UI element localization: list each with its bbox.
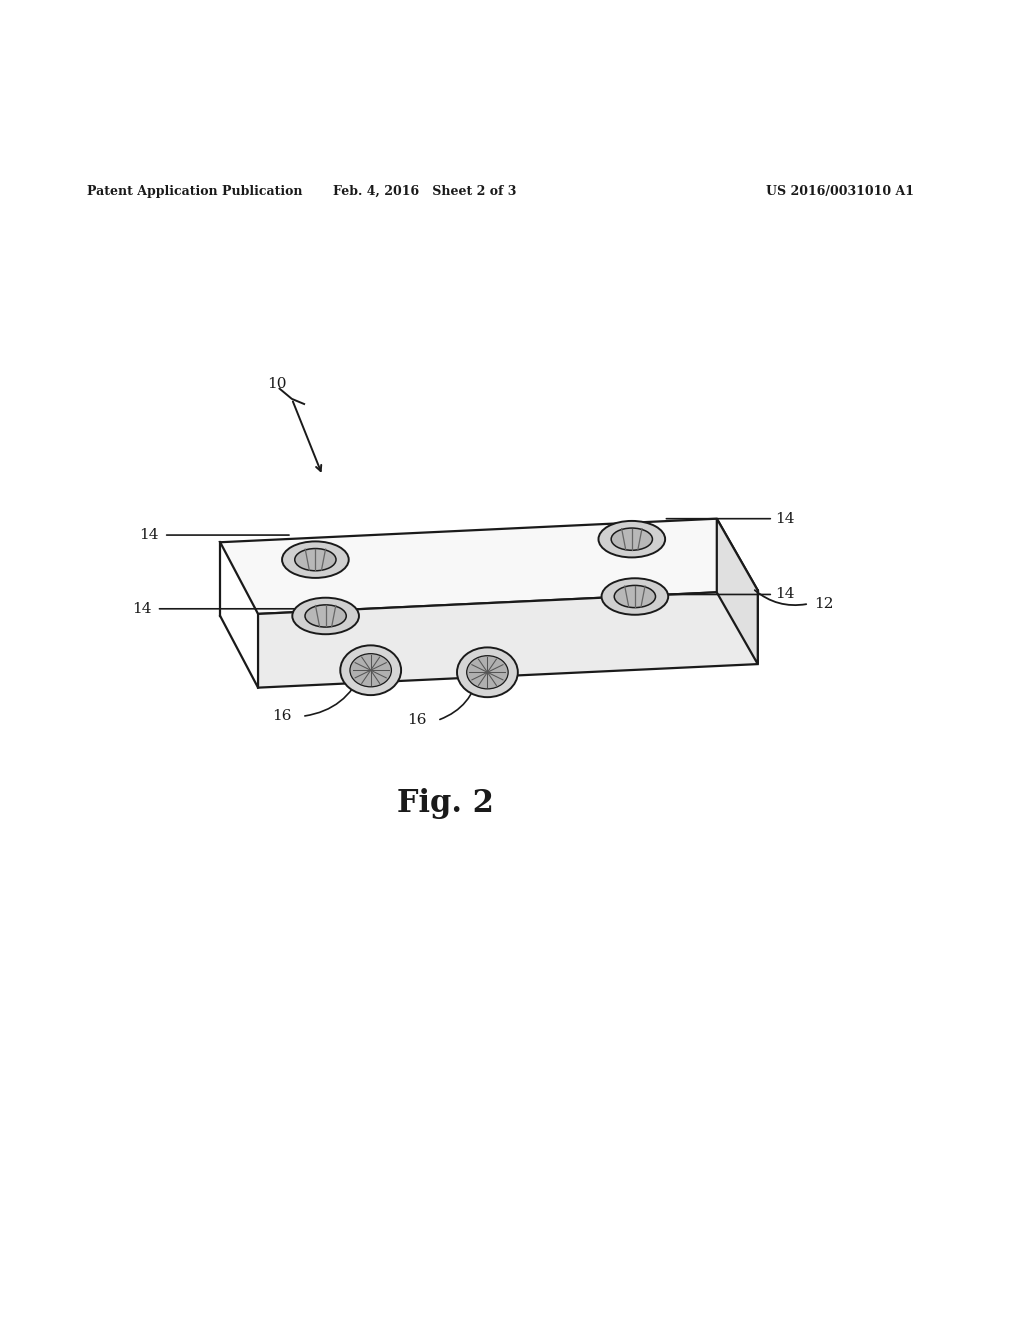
Text: 12: 12 xyxy=(814,597,834,611)
Ellipse shape xyxy=(598,521,666,557)
Polygon shape xyxy=(258,590,758,688)
Text: Feb. 4, 2016   Sheet 2 of 3: Feb. 4, 2016 Sheet 2 of 3 xyxy=(333,185,517,198)
Text: 14: 14 xyxy=(132,602,152,616)
Polygon shape xyxy=(717,519,758,664)
Text: Fig. 2: Fig. 2 xyxy=(397,788,494,818)
Ellipse shape xyxy=(611,528,652,550)
Text: 14: 14 xyxy=(775,587,795,602)
Text: 14: 14 xyxy=(775,512,795,525)
Ellipse shape xyxy=(282,541,349,578)
Text: 16: 16 xyxy=(408,713,427,727)
Polygon shape xyxy=(220,519,758,614)
Ellipse shape xyxy=(340,645,401,696)
Ellipse shape xyxy=(350,653,391,686)
Ellipse shape xyxy=(601,578,669,615)
Text: Patent Application Publication: Patent Application Publication xyxy=(87,185,302,198)
Ellipse shape xyxy=(457,647,518,697)
Text: 16: 16 xyxy=(272,709,292,723)
Text: US 2016/0031010 A1: US 2016/0031010 A1 xyxy=(766,185,913,198)
Ellipse shape xyxy=(305,605,346,627)
Ellipse shape xyxy=(292,598,359,634)
Ellipse shape xyxy=(295,549,336,570)
Ellipse shape xyxy=(614,585,655,607)
Ellipse shape xyxy=(467,656,508,689)
Text: 10: 10 xyxy=(266,376,287,391)
Text: 14: 14 xyxy=(139,528,159,543)
